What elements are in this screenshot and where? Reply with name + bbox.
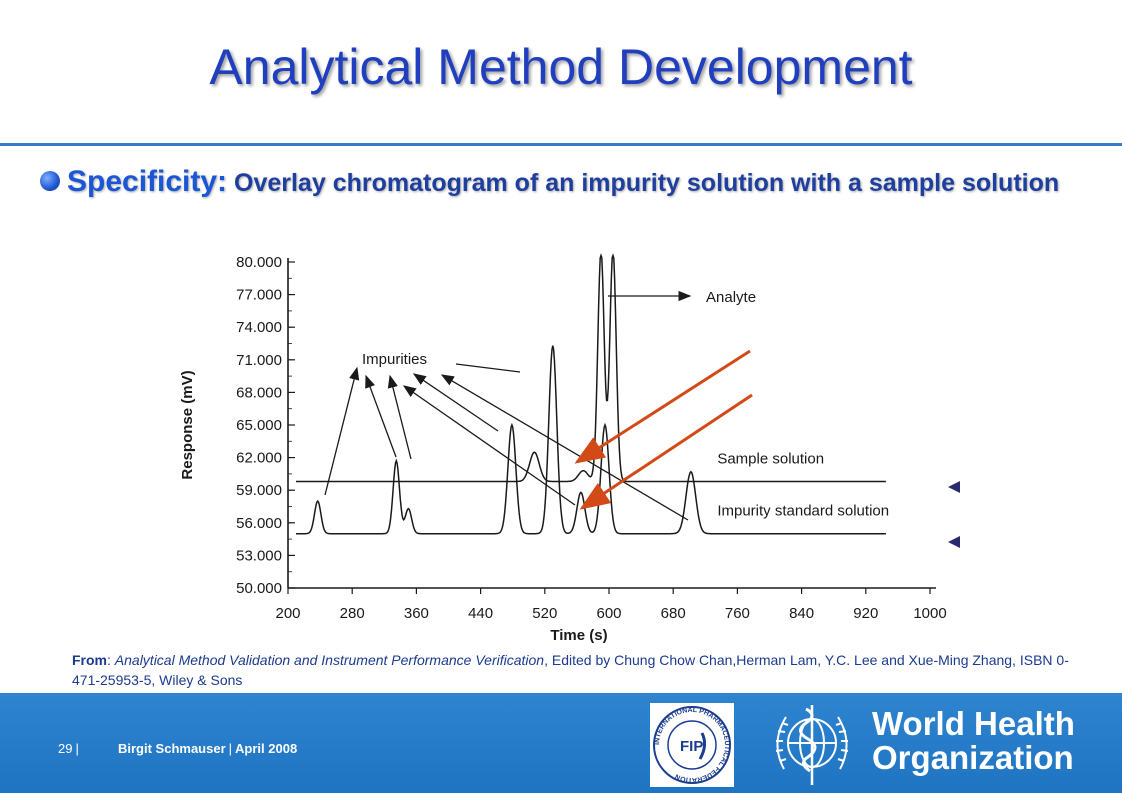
page-number-value: 29 [58, 741, 73, 756]
bullet-icon [40, 171, 60, 191]
impurity-arrow [455, 363, 521, 373]
y-tick-label: 62.000 [236, 450, 282, 467]
citation-book-title: Analytical Method Validation and Instrum… [114, 652, 545, 668]
bullet-text: Specificity: Overlay chromatogram of an … [67, 163, 1107, 202]
x-tick-label: 680 [661, 605, 686, 622]
who-wordmark: World Health Organization [872, 707, 1075, 775]
y-tick-label: 77.000 [236, 287, 282, 304]
y-axis-label: Response (mV) [179, 370, 196, 479]
impurity-arrow [412, 373, 499, 432]
y-tick-label: 74.000 [236, 319, 282, 336]
highlight-arrow [579, 393, 753, 510]
page-number-divider: | [75, 741, 79, 756]
who-emblem-icon [775, 705, 849, 785]
x-tick-label: 200 [275, 605, 300, 622]
x-tick-label: 520 [532, 605, 557, 622]
bullet-description: Overlay chromatogram of an impurity solu… [227, 169, 1060, 197]
x-tick-label: 760 [725, 605, 750, 622]
who-line-2: Organization [872, 739, 1074, 776]
footer-author: Birgit Schmauser [118, 741, 226, 756]
x-tick-label: 280 [340, 605, 365, 622]
y-tick-label: 50.000 [236, 580, 282, 597]
impurity-arrow [324, 366, 360, 496]
footer-divider: | [228, 741, 233, 756]
x-tick-label: 360 [404, 605, 429, 622]
citation-details: , Edited by Chung Chow Chan,Herman Lam, … [72, 652, 1069, 688]
x-tick-label: 840 [789, 605, 814, 622]
slide-title: Analytical Method Development [209, 39, 913, 95]
x-axis-label: Time (s) [550, 627, 607, 644]
x-tick-label: 600 [596, 605, 621, 622]
fip-logo: INTERNATIONAL PHARMACEUTICAL FEDERATION … [650, 703, 734, 787]
highlight-arrow [574, 349, 751, 464]
x-tick-label: 1000 [913, 605, 946, 622]
x-tick-label: 920 [853, 605, 878, 622]
footer-date: April 2008 [235, 741, 298, 756]
y-tick-label: 65.000 [236, 417, 282, 434]
footer-credit: Birgit Schmauser | April 2008 [118, 741, 297, 756]
series-label: Impurity standard solution [717, 503, 889, 520]
footer-bar: 29 | Birgit Schmauser | April 2008 INTERNAT… [0, 693, 1122, 793]
series-line-impurity [296, 345, 886, 535]
impurity-arrow [387, 374, 412, 460]
y-tick-label: 71.000 [236, 352, 282, 369]
fip-emblem-icon: INTERNATIONAL PHARMACEUTICAL FEDERATION … [653, 706, 731, 784]
impurities-label: Impurities [362, 351, 427, 368]
y-tick-label: 56.000 [236, 515, 282, 532]
y-tick-label: 59.000 [236, 482, 282, 499]
chromatogram-chart: 80.000 77.000 74.000 71.000 68.000 65.000 62.0… [179, 253, 960, 644]
y-tick-label: 80.000 [236, 254, 282, 271]
y-tick-label: 68.000 [236, 384, 282, 401]
who-line-1: World Health [872, 705, 1075, 742]
impurity-arrow [365, 374, 397, 458]
fip-text: FIP [680, 738, 703, 755]
analyte-label: Analyte [706, 289, 756, 306]
title-divider [0, 143, 1122, 146]
impurity-arrow [402, 385, 576, 506]
series-line-sample [296, 253, 886, 483]
impurity-arrow [440, 374, 689, 521]
series-label: Sample solution [717, 451, 824, 468]
source-citation: From: Analytical Method Validation and I… [72, 650, 1072, 690]
x-tick-label: 440 [468, 605, 493, 622]
page-number: 29 | [58, 741, 82, 756]
bullet-keyword: Specificity: [67, 165, 228, 198]
y-tick-label: 53.000 [236, 547, 282, 564]
citation-from-label: From [72, 652, 107, 668]
citation-colon: : [107, 652, 115, 668]
